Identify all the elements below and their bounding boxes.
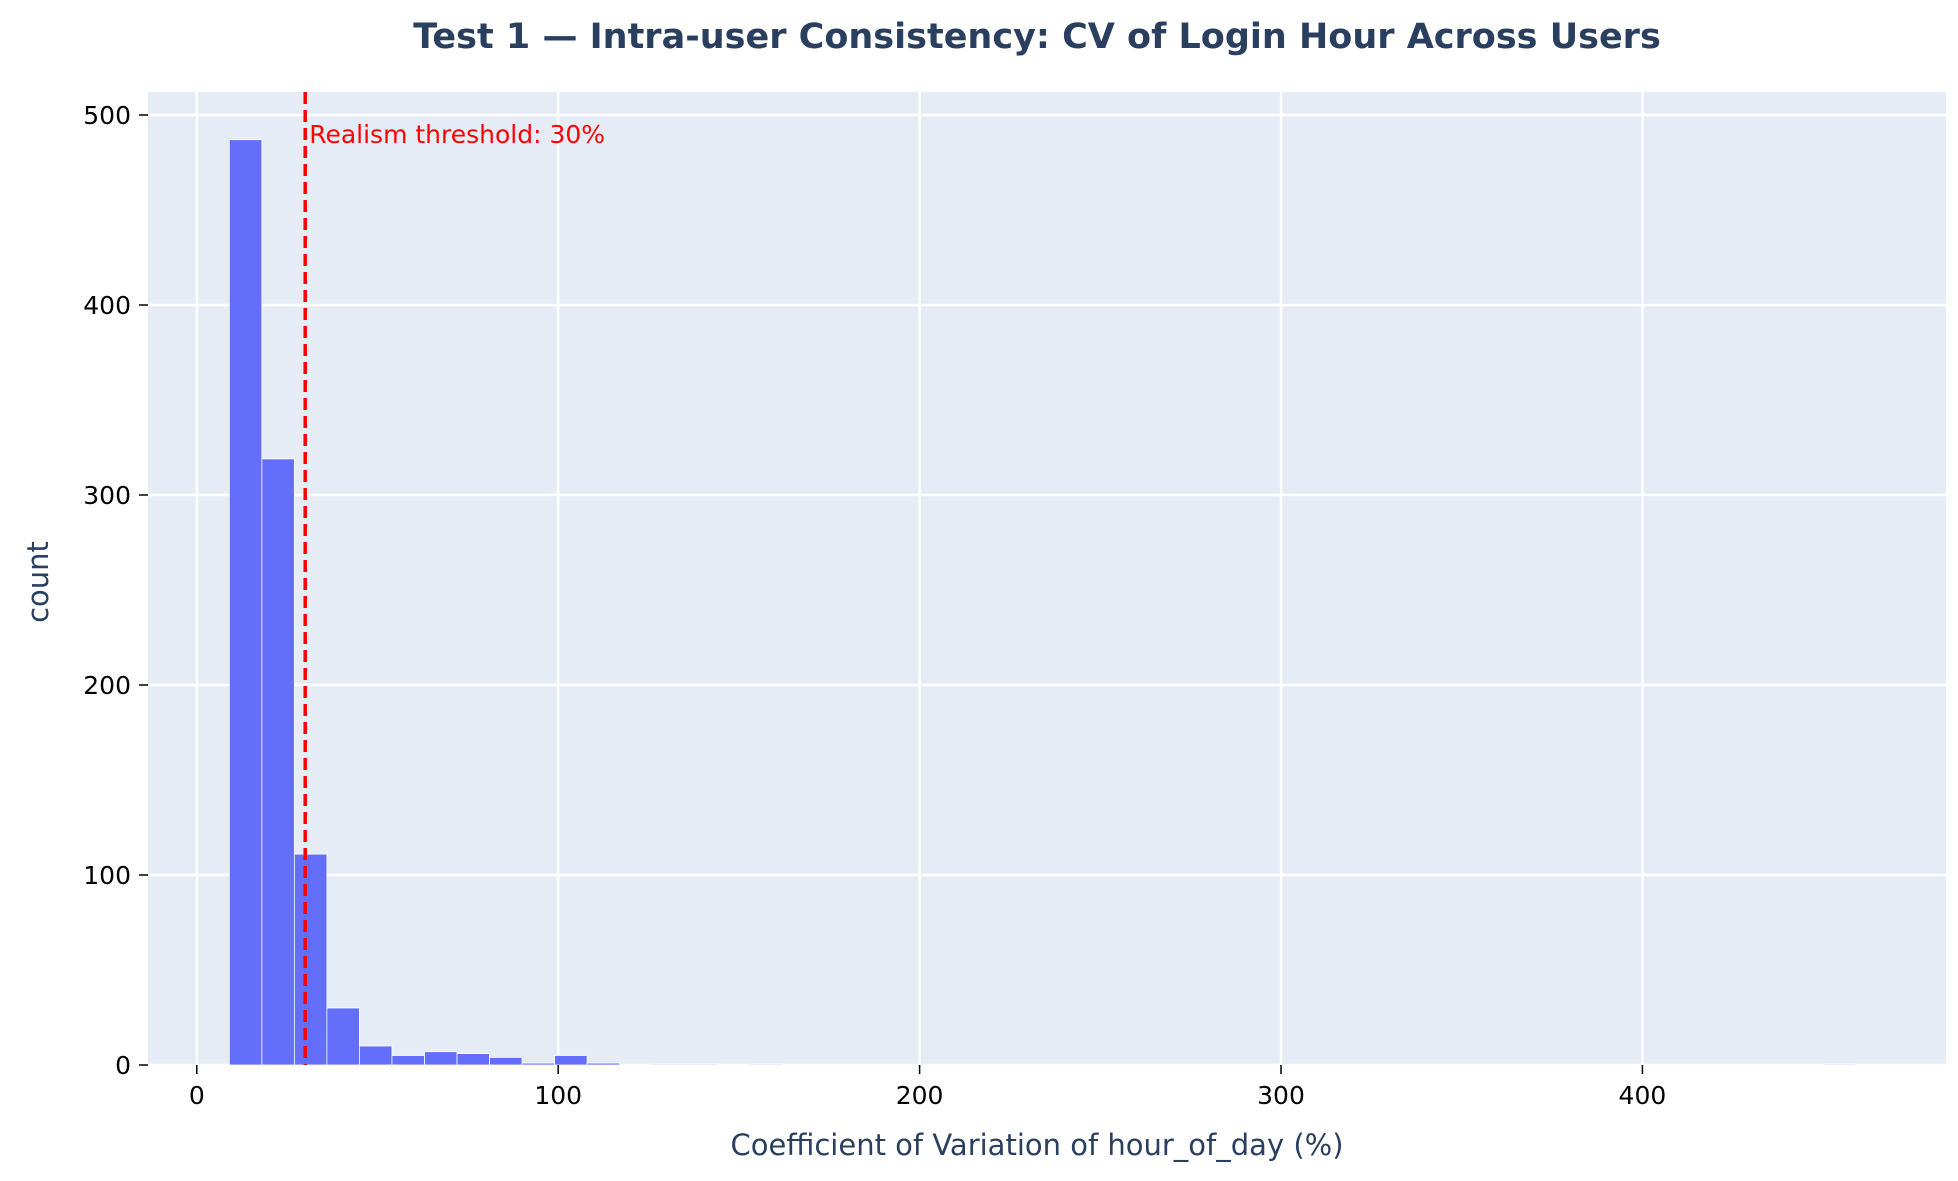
histogram-bar [326, 1007, 360, 1066]
histogram-bar [359, 1045, 393, 1066]
histogram-bar [1822, 1063, 1857, 1066]
x-tick-label: 400 [1619, 1081, 1667, 1110]
y-tick-label: 0 [115, 1051, 131, 1080]
x-tick-label: 0 [189, 1081, 205, 1110]
axes-group: 0 100 200 300 400 0 100 200 300 400 500 [83, 101, 1666, 1110]
histogram-bar [391, 1055, 425, 1066]
histogram-bar [684, 1063, 718, 1066]
bars-group [228, 139, 1857, 1066]
threshold-group: Realism threshold: 30% [303, 92, 605, 1065]
y-tick-label: 400 [83, 291, 131, 320]
y-tick-label: 100 [83, 861, 131, 890]
histogram-bar [586, 1062, 621, 1066]
histogram-bar [651, 1063, 686, 1066]
histogram-bar [489, 1057, 523, 1066]
histogram-bar [554, 1055, 588, 1066]
y-tick-label: 300 [83, 481, 131, 510]
y-axis-label: count [21, 541, 55, 623]
histogram-bar [424, 1051, 458, 1066]
x-tick-label: 300 [1257, 1081, 1305, 1110]
y-tick-label: 200 [83, 671, 131, 700]
threshold-label: Realism threshold: 30% [309, 120, 605, 149]
plot-background [148, 92, 1946, 1065]
histogram-bar [521, 1062, 555, 1066]
histogram-bar [749, 1063, 783, 1066]
histogram-bar [456, 1053, 490, 1066]
x-tick-label: 100 [534, 1081, 582, 1110]
y-tick-label: 500 [83, 101, 131, 130]
histogram-bar [228, 139, 263, 1066]
chart-title: Test 1 — Intra-user Consistency: CV of L… [413, 17, 1661, 57]
x-axis-label: Coefficient of Variation of hour_of_day … [730, 1128, 1343, 1162]
histogram-bar [293, 853, 328, 1066]
x-tick-label: 200 [896, 1081, 944, 1110]
histogram-bar [261, 458, 295, 1066]
